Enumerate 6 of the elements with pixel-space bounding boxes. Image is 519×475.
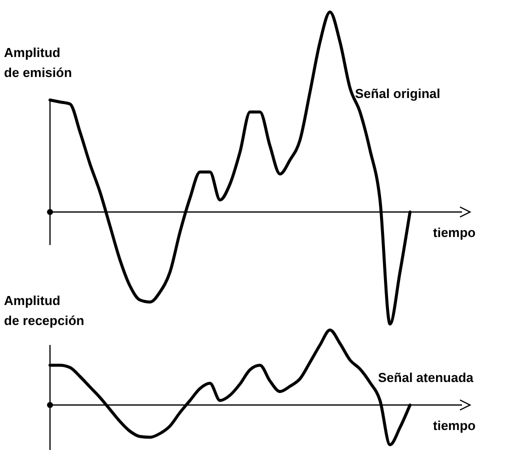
series-label: Señal atenuada [378,370,474,385]
series-label: Señal original [355,86,440,101]
y-axis-title: Amplitud de emisión [4,45,72,80]
x-axis-title: tiempo [433,225,476,240]
y-axis-title: Amplitud de recepción [4,293,84,328]
x-axis-title: tiempo [433,418,476,433]
